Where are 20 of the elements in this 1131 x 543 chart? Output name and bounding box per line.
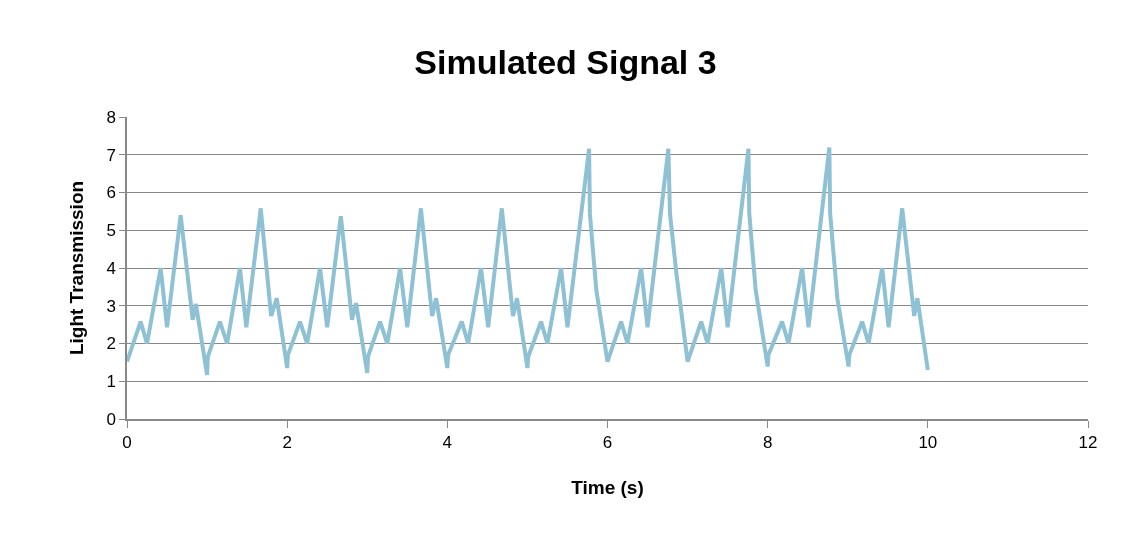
y-tick-label: 1 (106, 372, 116, 392)
x-tick-label: 8 (762, 433, 773, 453)
x-tick-label: 4 (442, 433, 453, 453)
x-tick-label: 0 (122, 433, 132, 453)
y-tick-label: 6 (106, 183, 116, 203)
x-tick-label: 12 (1078, 433, 1098, 453)
x-tick-label: 10 (918, 433, 938, 453)
y-tick-label: 4 (106, 258, 116, 278)
y-tick-label: 7 (106, 145, 116, 165)
y-tick-label: 5 (106, 221, 116, 241)
y-tick-label: 3 (106, 296, 116, 316)
y-tick-label: 2 (106, 334, 116, 354)
y-tick-label: 0 (106, 409, 116, 429)
x-axis-title: Time (s) (571, 477, 644, 499)
line-series (127, 145, 930, 377)
x-tick-label: 6 (602, 433, 613, 453)
y-axis-title: Light Transmission (65, 180, 87, 356)
chart-title: Simulated Signal 3 (414, 43, 717, 82)
x-tick-label: 2 (282, 433, 292, 453)
y-tick-label: 8 (106, 107, 116, 127)
